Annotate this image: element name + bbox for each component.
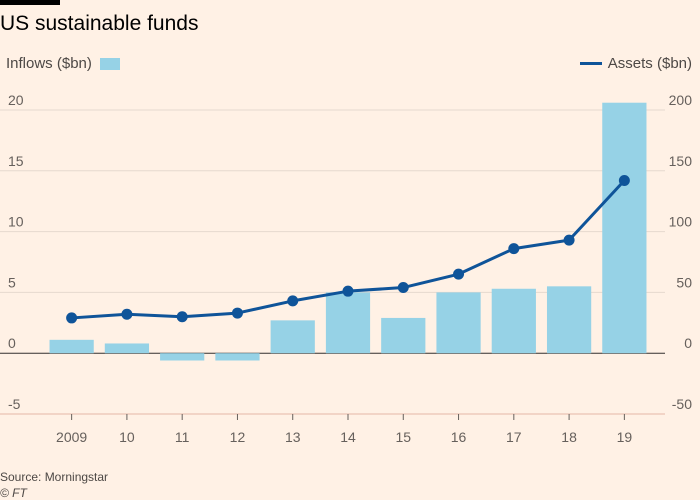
x-tick-label: 18 [561, 429, 577, 445]
y-right-tick-label: 150 [669, 153, 693, 169]
x-tick-label: 11 [175, 429, 190, 445]
y-left-tick-label: 0 [8, 335, 16, 351]
inflow-bar [436, 292, 481, 354]
inflow-bar [270, 320, 315, 354]
y-left-tick-label: 5 [8, 274, 16, 290]
y-right-tick-label: 100 [669, 214, 693, 230]
inflow-bar [215, 353, 260, 361]
brand-bar [0, 0, 60, 5]
inflow-bar [381, 317, 426, 354]
assets-point [508, 243, 520, 255]
inflow-bar [602, 102, 647, 354]
inflow-bar [104, 343, 150, 354]
inflow-bar [491, 288, 536, 354]
credit-note: © FT [0, 486, 27, 500]
x-tick-label: 13 [285, 429, 301, 445]
y-left-tick-label: 15 [8, 153, 24, 169]
y-left-tick-label: -5 [8, 396, 21, 412]
x-tick-label: 14 [340, 429, 356, 445]
x-tick-label: 17 [506, 429, 522, 445]
assets-point [397, 282, 409, 294]
y-right-tick-label: -50 [672, 396, 692, 412]
assets-point [287, 295, 299, 307]
legend-bar-swatch [99, 57, 120, 70]
legend-inflows: Inflows ($bn) [6, 55, 120, 72]
inflow-bar [160, 353, 205, 361]
assets-point [342, 285, 354, 297]
legend-inflows-label: Inflows ($bn) [6, 55, 92, 72]
assets-point [563, 234, 575, 246]
legend-assets: Assets ($bn) [579, 55, 692, 72]
y-right-tick-label: 0 [684, 335, 692, 351]
inflow-bar [49, 339, 94, 354]
x-tick-label: 15 [395, 429, 411, 445]
legend-assets-label: Assets ($bn) [607, 55, 692, 72]
x-tick-label: 16 [451, 429, 467, 445]
source-note: Source: Morningstar [0, 470, 109, 484]
assets-point [66, 312, 78, 324]
x-tick-label: 10 [119, 429, 135, 445]
assets-point [176, 311, 188, 323]
y-left-tick-label: 10 [8, 214, 24, 230]
chart-title: US sustainable funds [0, 12, 199, 35]
inflow-bar [546, 286, 592, 354]
y-right-tick-label: 50 [676, 274, 692, 290]
x-tick-label: 12 [230, 429, 246, 445]
assets-point [121, 308, 133, 320]
y-left-tick-label: 20 [8, 92, 24, 108]
x-tick-label: 19 [617, 429, 633, 445]
inflow-bar [325, 292, 371, 354]
x-tick-label: 2009 [56, 429, 87, 445]
assets-point [618, 175, 630, 187]
y-right-tick-label: 200 [669, 92, 693, 108]
assets-point [453, 268, 465, 280]
legend-line-swatch [579, 62, 602, 65]
assets-point [231, 307, 243, 319]
